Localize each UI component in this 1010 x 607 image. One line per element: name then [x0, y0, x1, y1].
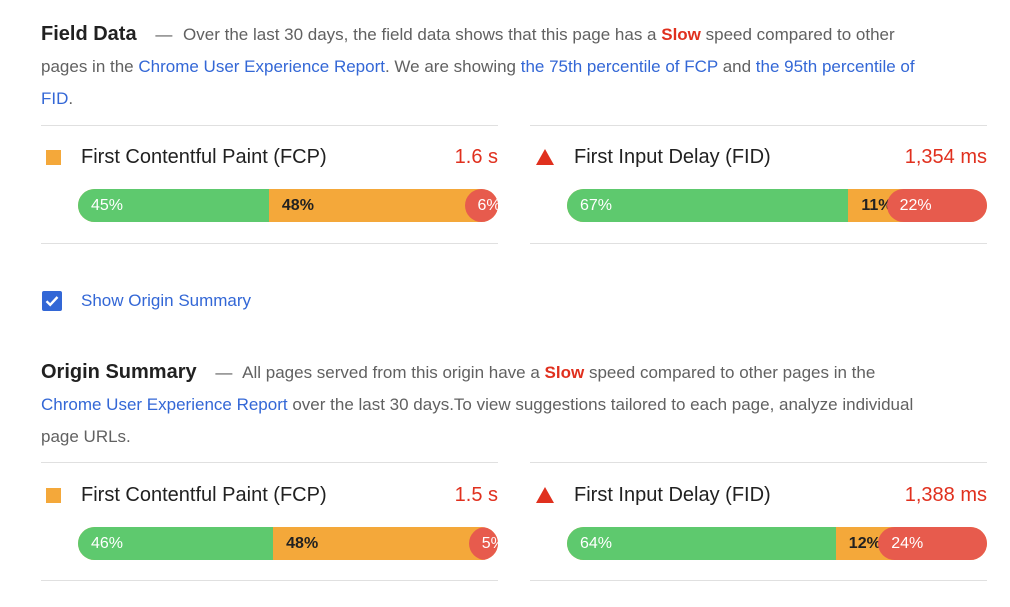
origin-fid-distribution-bar: 64% 12% 24% [567, 527, 987, 560]
orange-square-icon [46, 487, 61, 503]
metric-name: First Input Delay (FID) [574, 483, 771, 506]
divider [530, 580, 987, 581]
divider [530, 243, 987, 244]
metric-name: First Contentful Paint (FCP) [81, 483, 327, 506]
metric-value: 1.5 s [454, 483, 498, 506]
origin-fcp-row: First Contentful Paint (FCP) 1.5 s [41, 480, 498, 510]
fid-percentile-link[interactable]: the 95th percentile of FID [41, 57, 915, 108]
average-segment: 48% [268, 189, 473, 222]
fcp-percentile-link[interactable]: the 75th percentile of FCP [520, 57, 718, 76]
field-fid-distribution-bar: 67% 11% 22% [567, 189, 987, 222]
origin-summary-title: Origin Summary [41, 361, 197, 383]
divider [41, 580, 498, 581]
desc-text: All pages served from this origin have a [242, 363, 540, 382]
slow-speed-label: Slow [661, 25, 701, 44]
origin-fcp-distribution-bar: 46% 48% 5% [78, 527, 498, 560]
origin-fid-row: First Input Delay (FID) 1,388 ms [536, 480, 987, 510]
red-triangle-icon [536, 487, 554, 503]
slow-segment: 24% [878, 527, 987, 560]
field-fcp-row: First Contentful Paint (FCP) 1.6 s [41, 142, 498, 172]
field-fid-row: First Input Delay (FID) 1,354 ms [536, 142, 987, 172]
average-segment: 12% [835, 527, 887, 560]
field-fcp-distribution-bar: 45% 48% 6% [78, 189, 498, 222]
checkbox-checked-icon[interactable] [42, 291, 62, 311]
slow-segment: 6% [464, 189, 498, 222]
desc-text: Over the last 30 days, the field data sh… [183, 25, 657, 44]
checkbox-label[interactable]: Show Origin Summary [81, 291, 252, 310]
field-data-title: Field Data [41, 23, 137, 45]
divider [41, 462, 498, 463]
divider [41, 125, 498, 126]
slow-segment: 22% [886, 189, 987, 222]
metric-value: 1,354 ms [904, 145, 987, 168]
title-dash: — [155, 25, 173, 44]
show-origin-summary-checkbox[interactable]: Show Origin Summary [42, 286, 251, 316]
divider [530, 125, 987, 126]
metric-value: 1,388 ms [904, 483, 987, 506]
slow-speed-label: Slow [544, 363, 585, 382]
desc-text: over the last 30 days.To view suggestion… [41, 395, 914, 446]
chrome-ux-report-link[interactable]: Chrome User Experience Report [138, 57, 385, 76]
fast-segment: 67% [567, 189, 849, 222]
divider [530, 462, 987, 463]
desc-text: . [68, 89, 74, 108]
average-segment: 48% [273, 527, 477, 560]
field-data-description: Field Data — Over the last 30 days, the … [41, 18, 921, 115]
divider [41, 243, 498, 244]
desc-text: speed compared to other pages in the [41, 25, 895, 76]
fast-segment: 45% [78, 189, 269, 222]
metric-name: First Input Delay (FID) [574, 145, 771, 168]
metric-value: 1.6 s [454, 145, 498, 168]
desc-text: . We are showing [384, 57, 517, 76]
title-dash: — [215, 363, 233, 382]
origin-summary-description: Origin Summary — All pages served from t… [41, 356, 921, 453]
fast-segment: 46% [78, 527, 274, 560]
chrome-ux-report-link[interactable]: Chrome User Experience Report [41, 395, 288, 414]
metric-name: First Contentful Paint (FCP) [81, 145, 327, 168]
fast-segment: 64% [567, 527, 836, 560]
orange-square-icon [46, 149, 61, 165]
desc-text: and [722, 57, 752, 76]
red-triangle-icon [536, 149, 554, 165]
slow-segment: 5% [468, 527, 498, 560]
desc-text: speed compared to other pages in the [588, 363, 876, 382]
